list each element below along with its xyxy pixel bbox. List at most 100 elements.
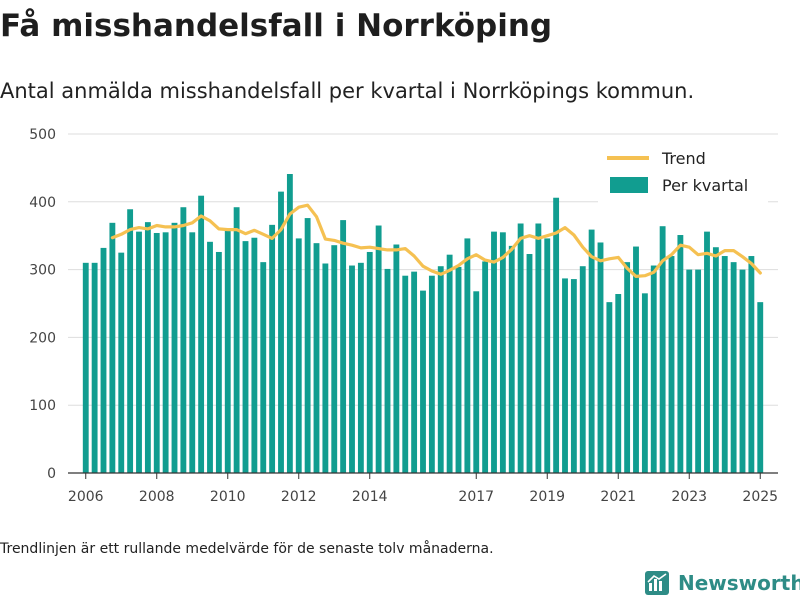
y-tick-label: 100	[29, 398, 56, 414]
y-tick-label: 200	[29, 330, 56, 346]
bar	[455, 266, 462, 473]
legend-trend-label: Trend	[661, 149, 706, 168]
bar-chart: 0 100 200 300 400 500 2006 2008 2010 2012 2014 201…	[29, 127, 778, 505]
y-tick-label: 500	[29, 127, 56, 143]
bar	[251, 237, 258, 473]
bar	[650, 265, 657, 473]
bar	[686, 269, 693, 473]
bar	[437, 266, 444, 473]
x-tick-label: 2008	[139, 489, 175, 505]
bar	[535, 223, 542, 473]
bar	[677, 235, 684, 473]
bar	[544, 238, 551, 473]
legend-bar-swatch	[610, 177, 648, 193]
bar	[136, 231, 142, 473]
bar	[340, 220, 347, 473]
x-tick-label: 2017	[458, 489, 494, 505]
bar	[721, 256, 728, 473]
bar	[278, 191, 284, 473]
bar	[180, 207, 187, 473]
chart-subtitle: Antal anmälda misshandelsfall per kvarta…	[0, 79, 695, 103]
bar	[446, 254, 453, 473]
bar	[260, 262, 267, 473]
legend-background	[598, 144, 768, 204]
newsworthy-logo-icon	[645, 571, 669, 595]
legend-bar-label: Per kvartal	[662, 176, 748, 195]
bar	[100, 247, 107, 473]
bar	[420, 290, 426, 473]
x-axis-ticks: 2006 2008 2010 2012 2014 2017 2019 2021 2023 2025	[68, 473, 778, 505]
legend: Trend Per kvartal	[598, 144, 768, 204]
bar	[233, 207, 240, 473]
bar	[606, 302, 613, 473]
bar	[624, 262, 631, 473]
bar	[269, 224, 276, 473]
bar	[109, 222, 116, 473]
bar	[633, 246, 639, 473]
footnote: Trendlinjen är ett rullande medelvärde f…	[0, 541, 494, 557]
bar	[491, 231, 497, 473]
bar	[331, 245, 338, 473]
brand-logo[interactable]: Newsworthy	[644, 570, 800, 596]
bar	[748, 256, 755, 473]
bar	[464, 238, 471, 473]
bar	[526, 254, 533, 473]
bar	[668, 256, 675, 473]
bar	[207, 241, 213, 473]
bar	[695, 269, 702, 473]
bar	[384, 268, 391, 473]
bar	[730, 262, 737, 473]
bar	[127, 209, 134, 473]
bar	[615, 294, 622, 473]
bar	[757, 302, 764, 473]
bar	[704, 231, 710, 473]
bar	[313, 243, 320, 473]
x-tick-label: 2025	[742, 489, 778, 505]
bar	[286, 174, 293, 473]
bar	[739, 269, 746, 473]
bar	[304, 218, 311, 473]
bar	[517, 223, 524, 473]
bar	[393, 244, 400, 473]
bar	[349, 265, 355, 473]
bar	[499, 232, 506, 473]
bar	[562, 278, 568, 473]
x-tick-label: 2023	[671, 489, 707, 505]
bar	[144, 222, 151, 473]
bar	[295, 238, 302, 473]
bar	[712, 247, 719, 473]
bar	[659, 226, 666, 473]
bar	[428, 275, 435, 473]
y-axis-ticks: 0 100 200 300 400 500	[29, 127, 56, 482]
bar	[597, 242, 604, 473]
y-tick-label: 300	[29, 263, 56, 279]
bar	[322, 263, 329, 473]
x-tick-label: 2010	[210, 489, 246, 505]
x-tick-label: 2006	[68, 489, 104, 505]
chart-title: Få misshandelsfall i Norrköping	[0, 8, 553, 44]
bar	[153, 232, 160, 473]
y-tick-label: 0	[47, 466, 56, 482]
bar	[588, 229, 595, 473]
bar	[579, 266, 586, 473]
bar	[411, 271, 418, 473]
bar	[357, 262, 364, 473]
bar	[375, 225, 382, 473]
bars	[82, 174, 764, 473]
x-tick-label: 2021	[600, 489, 636, 505]
bar	[366, 251, 373, 473]
bar	[553, 197, 560, 473]
x-tick-label: 2012	[281, 489, 317, 505]
bar	[242, 241, 249, 473]
bar	[641, 293, 648, 473]
bar	[473, 291, 480, 473]
x-tick-label: 2014	[352, 489, 388, 505]
bar	[162, 232, 169, 473]
bar	[402, 275, 409, 473]
bar	[215, 251, 222, 473]
bar	[82, 262, 89, 473]
bar	[508, 245, 515, 473]
brand-name: Newsworthy	[678, 571, 800, 595]
x-tick-label: 2019	[529, 489, 565, 505]
trend-line	[110, 203, 762, 278]
